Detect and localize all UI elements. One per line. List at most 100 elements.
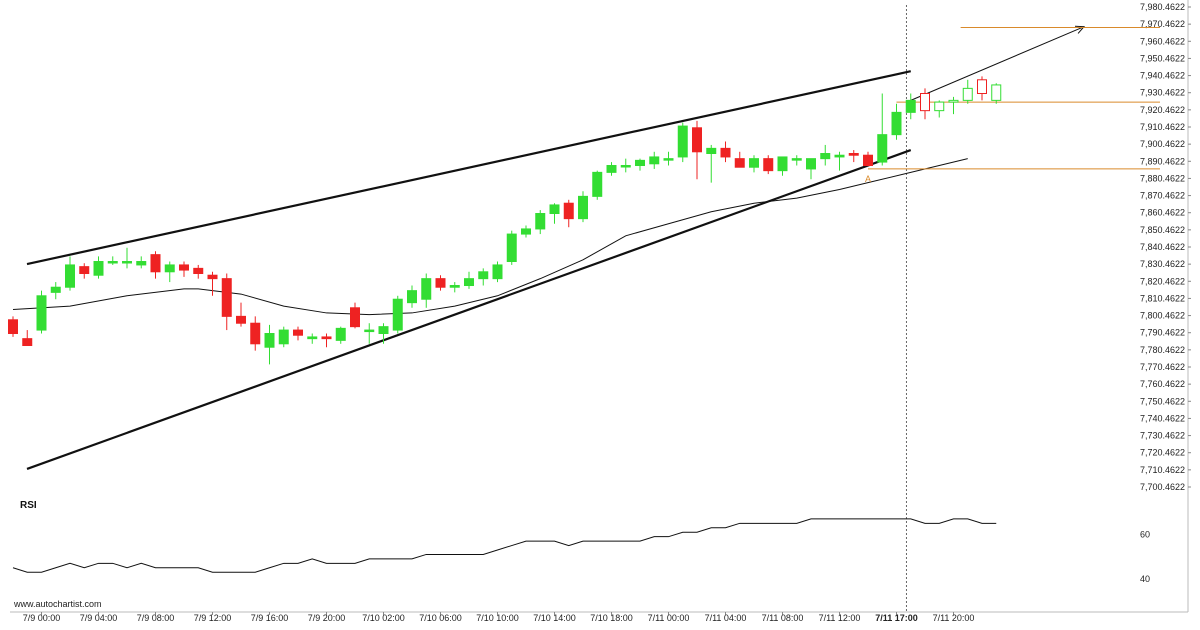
candle-body (321, 336, 332, 340)
x-tick-label: 7/11 17:00 (875, 613, 918, 623)
candle-body (991, 84, 1002, 101)
y-tick-label: 7,840.4622 (1140, 242, 1185, 252)
candle-body (150, 254, 161, 273)
candle-body (962, 87, 973, 101)
y-tick-label: 7,740.4622 (1140, 413, 1185, 423)
y-tick-label: 7,780.4622 (1140, 345, 1185, 355)
y-tick-label: 7,850.4622 (1140, 225, 1185, 235)
candle-body (93, 261, 104, 276)
candle-body (107, 261, 118, 264)
candle-body (478, 271, 489, 280)
candle-body (521, 228, 531, 235)
x-tick-label: 7/9 00:00 (23, 613, 61, 623)
x-tick-label: 7/9 16:00 (251, 613, 289, 623)
candle-body (164, 264, 175, 273)
candle-body (635, 159, 645, 167)
y-axis: 7,980.4622 7,970.4622 7,960.4622 7,950.4622… (1140, 0, 1191, 612)
y-tick-label: 7,730.4622 (1140, 431, 1185, 441)
candle-body (920, 93, 930, 112)
x-tick-label: 7/9 12:00 (194, 613, 232, 623)
x-tick-label: 7/11 04:00 (705, 613, 747, 623)
candle-body (592, 171, 603, 197)
y-tick-label: 7,860.4622 (1140, 208, 1185, 218)
y-tick-label: 7,980.4622 (1140, 2, 1185, 12)
y-tick-label: 7,830.4622 (1140, 259, 1185, 269)
x-tick-label: 7/9 08:00 (137, 613, 175, 623)
trendline-upper (26, 70, 911, 266)
candle-body (620, 165, 631, 168)
candle-body (834, 154, 845, 158)
x-tick-label: 7/10 02:00 (362, 613, 405, 623)
y-tick-label: 7,810.4622 (1140, 293, 1185, 303)
trend-channel (26, 25, 1086, 470)
candle-body (692, 127, 702, 153)
x-axis: 7/9 00:00 7/9 04:00 7/9 08:00 7/9 12:00 7/9 … (10, 611, 1188, 623)
ma-line (12, 158, 968, 316)
rsi-panel: 60 40 (12, 518, 1150, 584)
moving-average (12, 158, 968, 316)
candle-body (350, 307, 360, 328)
y-tick-label: 7,760.4622 (1140, 379, 1185, 389)
y-tick-label: 7,770.4622 (1140, 362, 1185, 372)
candle-body (79, 266, 90, 275)
candle-body (250, 322, 261, 345)
candle-body (492, 264, 503, 280)
candle-body (606, 165, 617, 173)
candle-body (449, 285, 460, 288)
candle-body (578, 195, 588, 220)
candle-body (891, 111, 902, 136)
y-tick-label: 7,820.4622 (1140, 276, 1185, 286)
candle-body (905, 99, 916, 113)
candle-body (293, 329, 303, 336)
y-tick-label: 7,800.4622 (1140, 311, 1185, 321)
candle-body (549, 204, 560, 215)
candle-body (649, 156, 660, 165)
candle-body (122, 261, 132, 264)
candle-body (934, 101, 945, 112)
rsi-tick-label: 40 (1140, 574, 1150, 584)
candle-body (806, 158, 816, 170)
y-tick-label: 7,930.4622 (1140, 88, 1185, 98)
candle-body (435, 278, 446, 288)
candle-body (335, 327, 346, 341)
candle-body (563, 202, 574, 220)
candle-body (136, 261, 147, 266)
candle-body (706, 147, 717, 155)
y-tick-label: 7,920.4622 (1140, 105, 1185, 115)
candle-body (863, 154, 873, 167)
candle-body (221, 278, 232, 317)
candle-body (193, 267, 204, 275)
watermark: www.autochartist.com (13, 599, 102, 609)
trendline-lower (26, 149, 912, 470)
x-tick-label: 7/11 00:00 (648, 613, 690, 623)
candle-body (236, 315, 246, 324)
forecast-arrow (910, 26, 1085, 101)
candle-body (22, 338, 33, 347)
candle-body (820, 153, 831, 160)
y-tick-label: 7,870.4622 (1140, 191, 1185, 201)
forecast-arrow-head (1074, 25, 1086, 34)
candle-body (749, 158, 759, 168)
candle-body (278, 329, 289, 345)
y-tick-label: 7,950.4622 (1140, 53, 1185, 63)
candle-body (677, 125, 688, 158)
y-tick-label: 7,700.4622 (1140, 482, 1185, 492)
y-tick-label: 7,710.4622 (1140, 465, 1185, 475)
rsi-tick-label: 60 (1140, 529, 1150, 539)
y-tick-label: 7,890.4622 (1140, 156, 1185, 166)
y-tick-label: 7,790.4622 (1140, 328, 1185, 338)
x-tick-label: 7/10 10:00 (476, 613, 519, 623)
candle-body (36, 295, 47, 331)
candle-body (207, 274, 218, 280)
candle-body (506, 233, 517, 263)
y-tick-label: 7,960.4622 (1140, 36, 1185, 46)
candle-body (264, 333, 275, 348)
candle-body (464, 278, 474, 287)
y-tick-label: 7,750.4622 (1140, 396, 1185, 406)
candle-body (663, 158, 674, 161)
candle-body (50, 286, 61, 293)
y-tick-label: 7,880.4622 (1140, 173, 1185, 183)
x-tick-label: 7/11 12:00 (819, 613, 861, 623)
candle-body (791, 158, 802, 161)
